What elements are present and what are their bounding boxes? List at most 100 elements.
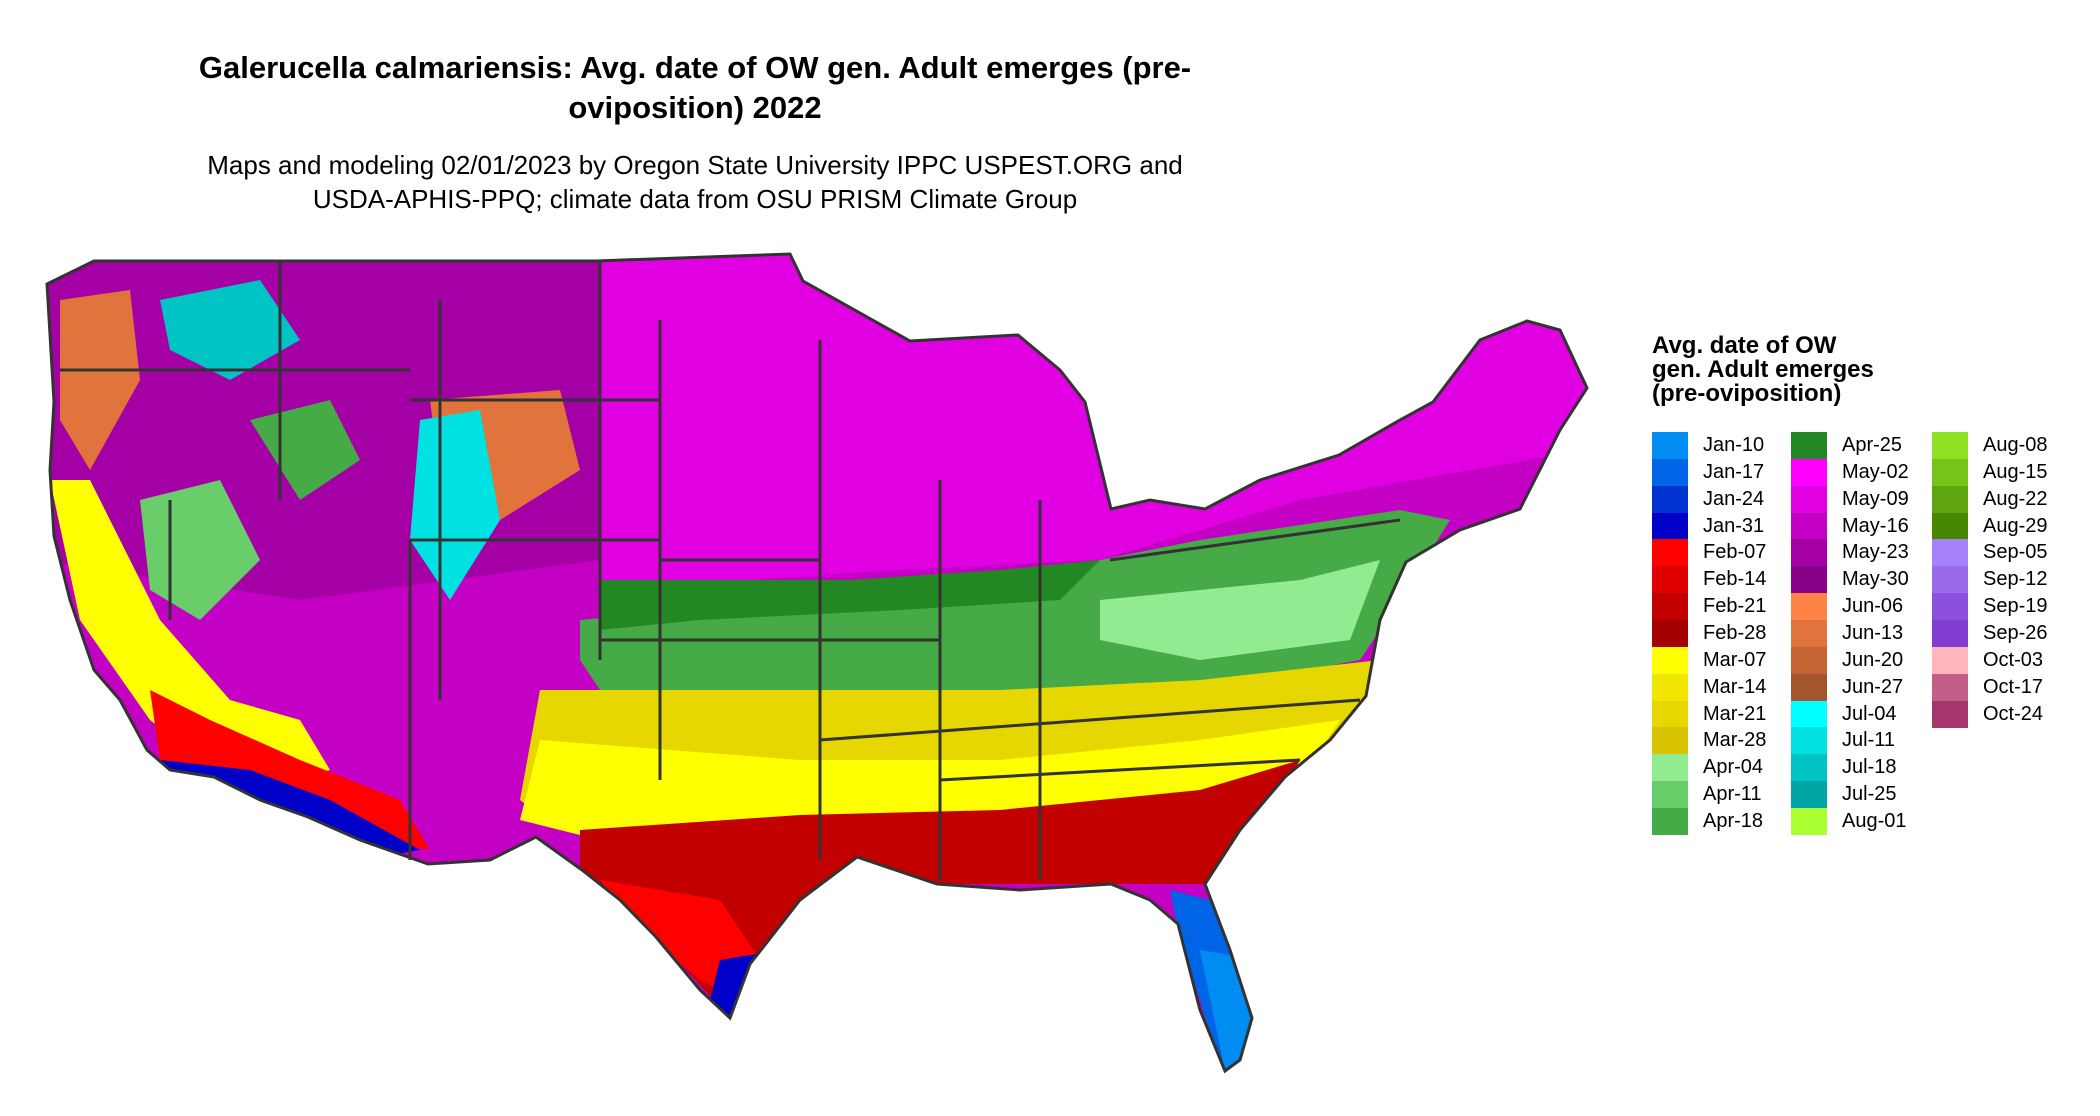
legend-label: May-16 bbox=[1842, 514, 1909, 537]
legend-swatch bbox=[1791, 781, 1827, 809]
legend-swatch bbox=[1932, 646, 1968, 674]
legend-item: Feb-14 bbox=[1652, 566, 1766, 594]
legend-item: Mar-28 bbox=[1652, 727, 1767, 755]
legend-item: Oct-17 bbox=[1932, 673, 2044, 701]
legend-item: Jul-04 bbox=[1791, 700, 1896, 728]
legend-swatch bbox=[1652, 754, 1688, 782]
legend-item: Jul-11 bbox=[1791, 727, 1895, 755]
subtitle-line-1: Maps and modeling 02/01/2023 by Oregon S… bbox=[207, 150, 1183, 180]
legend-item: Feb-28 bbox=[1652, 619, 1766, 647]
zone-apr-25 bbox=[600, 560, 1100, 630]
legend-label: Aug-08 bbox=[1983, 434, 2048, 456]
legend-swatch bbox=[1791, 432, 1827, 459]
legend-label: Jun-20 bbox=[1842, 648, 1904, 671]
legend-swatch bbox=[1932, 512, 1968, 540]
legend-label: Mar-07 bbox=[1703, 648, 1767, 671]
legend-label: May-30 bbox=[1842, 568, 1909, 591]
legend-label: Sep-05 bbox=[1983, 541, 2048, 564]
legend-label: Jan-17 bbox=[1703, 460, 1765, 483]
legend-item: May-09 bbox=[1791, 485, 1909, 513]
legend-label: May-02 bbox=[1842, 460, 1909, 483]
title-text: Galerucella calmariensis: Avg. date of O… bbox=[198, 50, 1192, 125]
legend-label: Sep-19 bbox=[1983, 595, 2048, 618]
legend-label: Mar-21 bbox=[1703, 702, 1767, 725]
map-title: Galerucella calmariensis: Avg. date of O… bbox=[0, 48, 1390, 128]
legend-label: Oct-03 bbox=[1983, 648, 2044, 671]
legend-label: Sep-26 bbox=[1983, 621, 2048, 644]
legend-swatch bbox=[1932, 700, 1968, 728]
legend-label: Jun-06 bbox=[1842, 595, 1904, 618]
legend-swatch bbox=[1652, 458, 1688, 486]
legend-item: Aug-01 bbox=[1791, 807, 1907, 835]
legend-item: Aug-15 bbox=[1932, 458, 2048, 486]
legend-item: Jun-13 bbox=[1791, 619, 1903, 647]
legend-label: Mar-14 bbox=[1703, 675, 1767, 698]
legend-label: May-09 bbox=[1842, 487, 1909, 510]
legend-swatch bbox=[1932, 566, 1968, 594]
legend-item: Feb-07 bbox=[1652, 539, 1767, 567]
legend-label: Jul-11 bbox=[1842, 729, 1895, 752]
legend-swatch bbox=[1652, 781, 1688, 809]
legend-item: Mar-21 bbox=[1652, 700, 1767, 728]
legend-swatch bbox=[1652, 539, 1688, 567]
legend-swatch bbox=[1932, 485, 1968, 513]
zone-west-mar-07 bbox=[50, 480, 330, 790]
legend-swatch bbox=[1652, 673, 1688, 701]
legend-label: Mar-28 bbox=[1703, 729, 1767, 752]
legend-item: Feb-21 bbox=[1652, 593, 1767, 621]
legend-label: Jan-10 bbox=[1703, 434, 1765, 456]
legend-item: Jul-25 bbox=[1791, 781, 1896, 809]
legend-label: Apr-04 bbox=[1703, 756, 1764, 779]
legend-swatch bbox=[1791, 807, 1827, 835]
legend-item: Apr-18 bbox=[1652, 807, 1763, 835]
legend-item: Mar-07 bbox=[1652, 646, 1767, 674]
legend-item: Jan-10 bbox=[1652, 432, 1764, 459]
legend-swatch bbox=[1791, 646, 1827, 674]
legend-swatch bbox=[1932, 432, 1968, 459]
legend-label: Apr-11 bbox=[1703, 783, 1762, 806]
legend-label: Oct-17 bbox=[1983, 675, 2044, 698]
legend-label: Feb-21 bbox=[1703, 595, 1767, 618]
legend-label: Oct-24 bbox=[1983, 702, 2044, 725]
legend-label: Aug-29 bbox=[1983, 514, 2048, 537]
zone-apr-18 bbox=[250, 400, 360, 500]
legend-swatch bbox=[1791, 700, 1827, 728]
state-borders bbox=[45, 252, 1589, 1073]
legend-label: Sep-12 bbox=[1983, 568, 2048, 591]
legend-swatch bbox=[1652, 566, 1688, 594]
legend-swatch bbox=[1791, 539, 1827, 567]
legend-item: Apr-11 bbox=[1652, 781, 1762, 809]
legend-swatch bbox=[1791, 485, 1827, 513]
legend-swatch bbox=[1791, 593, 1827, 621]
legend-swatch bbox=[1652, 807, 1688, 835]
legend-label: May-23 bbox=[1842, 541, 1909, 564]
legend-item: Oct-03 bbox=[1932, 646, 2044, 674]
legend-item: May-02 bbox=[1791, 458, 1909, 486]
legend-swatch bbox=[1652, 619, 1688, 647]
zone-jun-13 bbox=[60, 290, 140, 470]
legend-item: Jan-24 bbox=[1652, 485, 1764, 513]
legend-label: Aug-01 bbox=[1842, 809, 1907, 832]
legend-label: Feb-07 bbox=[1703, 541, 1767, 564]
legend-item: May-16 bbox=[1791, 512, 1909, 540]
legend-item: Sep-19 bbox=[1932, 593, 2048, 621]
legend-label: Apr-25 bbox=[1842, 434, 1903, 456]
legend-label: Jul-18 bbox=[1842, 756, 1897, 779]
legend-item: Aug-08 bbox=[1932, 432, 2048, 459]
legend-swatch bbox=[1652, 593, 1688, 621]
legend-item: Apr-25 bbox=[1791, 432, 1902, 459]
legend-label: Jan-31 bbox=[1703, 514, 1765, 537]
legend-item: Sep-05 bbox=[1932, 539, 2048, 567]
zone-apr-04 bbox=[1100, 560, 1380, 660]
legend-item: Aug-29 bbox=[1932, 512, 2048, 540]
legend-item: Apr-04 bbox=[1652, 754, 1764, 782]
legend-swatch bbox=[1652, 432, 1688, 459]
legend-swatch bbox=[1791, 673, 1827, 701]
legend-item: Jul-18 bbox=[1791, 754, 1897, 782]
legend-swatch bbox=[1932, 458, 1968, 486]
legend-item: Aug-22 bbox=[1932, 485, 2048, 513]
zone-west-feb-07 bbox=[150, 690, 430, 850]
legend-item: Jun-06 bbox=[1791, 593, 1904, 621]
legend-swatch bbox=[1791, 458, 1827, 486]
zone-texas-jan-31 bbox=[710, 950, 780, 1030]
